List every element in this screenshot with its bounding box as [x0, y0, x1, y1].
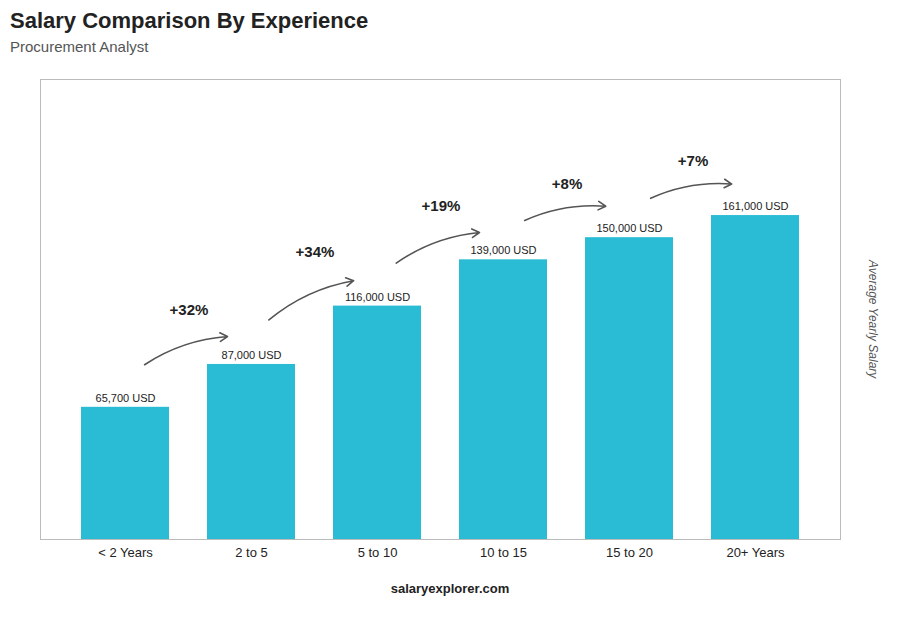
- svg-text:139,000 USD: 139,000 USD: [470, 244, 536, 256]
- html-text:Procurement Analyst: Procurement Analyst: [10, 38, 149, 55]
- svg-text:116,000 USD: 116,000 USD: [345, 291, 410, 303]
- svg-text:10 to 15: 10 to 15: [480, 545, 527, 560]
- svg-text:20+ Years: 20+ Years: [726, 545, 785, 560]
- svg-text:+8%: +8%: [552, 174, 582, 191]
- svg-text:65,700 USD: 65,700 USD: [96, 392, 156, 404]
- svg-text:87,000 USD: 87,000 USD: [222, 349, 282, 361]
- svg-text:+19%: +19%: [422, 197, 461, 214]
- svg-text:+7%: +7%: [678, 152, 708, 169]
- html-text:Salary Comparison By Experienc: Salary Comparison By Experience: [10, 8, 369, 33]
- svg-text:< 2 Years: < 2 Years: [98, 545, 153, 560]
- svg-text:161,000 USD: 161,000 USD: [722, 200, 788, 212]
- html-text:Average Yearly Salary: Average Yearly Salary: [866, 259, 880, 379]
- svg-text:5 to 10: 5 to 10: [358, 545, 398, 560]
- html-text:salaryexplorer.com: salaryexplorer.com: [390, 581, 510, 596]
- svg-text:15 to 20: 15 to 20: [606, 545, 653, 560]
- svg-text:2 to 5: 2 to 5: [235, 545, 268, 560]
- svg-text:+32%: +32%: [170, 301, 209, 318]
- svg-text:150,000 USD: 150,000 USD: [596, 222, 662, 234]
- svg-text:+34%: +34%: [296, 243, 335, 260]
